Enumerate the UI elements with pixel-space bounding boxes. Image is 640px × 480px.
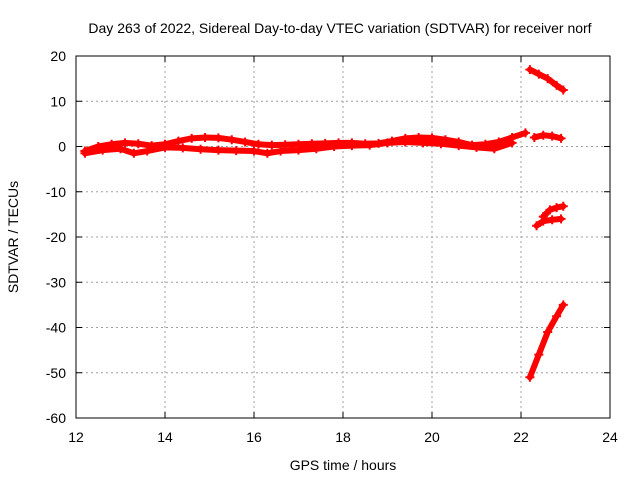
data-point xyxy=(556,133,566,143)
data-point xyxy=(294,145,303,155)
data-point xyxy=(253,139,263,149)
x-tick-label: 12 xyxy=(68,429,84,445)
data-point xyxy=(489,144,499,154)
data-point xyxy=(547,131,557,141)
data-point xyxy=(120,138,130,148)
x-axis-label: GPS time / hours xyxy=(290,457,397,473)
data-point xyxy=(538,216,548,226)
x-tick-label: 20 xyxy=(424,429,440,445)
data-point xyxy=(520,128,530,138)
data-point xyxy=(200,132,210,142)
data-point xyxy=(552,311,562,321)
data-point xyxy=(556,214,566,224)
data-point xyxy=(160,142,170,152)
data-point xyxy=(173,136,183,146)
data-point xyxy=(142,146,152,156)
data-point xyxy=(543,74,553,84)
x-tick-label: 22 xyxy=(513,429,529,445)
data-point xyxy=(552,203,562,213)
y-tick-label: -30 xyxy=(46,274,66,290)
data-point xyxy=(436,139,446,149)
data-point xyxy=(227,135,237,145)
series-trace xyxy=(526,66,567,93)
y-axis-label: SDTVAR / TECUs xyxy=(5,181,21,293)
data-point xyxy=(400,137,410,147)
data-point xyxy=(529,132,539,142)
data-point xyxy=(545,205,555,215)
data-point xyxy=(329,142,339,151)
grid xyxy=(76,56,610,418)
data-series xyxy=(532,214,566,231)
y-tick-label: -20 xyxy=(46,229,66,245)
data-point xyxy=(347,141,357,151)
y-tick-label: -40 xyxy=(46,320,66,336)
series-group xyxy=(80,65,568,382)
data-point xyxy=(280,140,290,150)
data-point xyxy=(365,140,375,150)
data-series xyxy=(538,201,568,222)
y-tick-label: 0 xyxy=(58,139,66,155)
data-point xyxy=(532,221,542,231)
data-point xyxy=(116,144,125,154)
data-point xyxy=(187,133,197,143)
data-point xyxy=(534,69,544,79)
data-point xyxy=(231,146,241,156)
x-tick-label: 24 xyxy=(602,429,618,445)
data-point xyxy=(534,350,544,360)
y-tick-label: 20 xyxy=(50,48,66,64)
data-series xyxy=(80,137,517,158)
data-point xyxy=(558,300,568,310)
data-point xyxy=(249,146,259,156)
data-point xyxy=(525,372,535,382)
data-series xyxy=(525,300,568,382)
data-point xyxy=(267,140,277,150)
data-point xyxy=(196,144,206,154)
x-tick-label: 14 xyxy=(157,429,173,445)
data-point xyxy=(98,145,108,155)
data-point xyxy=(133,139,143,149)
data-point xyxy=(543,327,553,337)
x-tick-label: 18 xyxy=(335,429,351,445)
data-point xyxy=(418,138,428,148)
data-point xyxy=(547,215,557,225)
series-trace xyxy=(81,129,529,155)
x-tick-label: 16 xyxy=(246,429,262,445)
data-point xyxy=(472,142,481,152)
data-series xyxy=(529,130,566,143)
data-point xyxy=(80,148,90,158)
data-point xyxy=(213,133,223,143)
data-point xyxy=(178,143,188,153)
data-point xyxy=(558,201,568,211)
chart-title: Day 263 of 2022, Sidereal Day-to-day VTE… xyxy=(88,20,591,36)
y-tick-label: -10 xyxy=(46,184,66,200)
data-point xyxy=(311,144,321,154)
y-tick-label: -60 xyxy=(46,410,66,426)
y-tick-label: -50 xyxy=(46,365,66,381)
y-tick-label: 10 xyxy=(50,93,66,109)
data-point xyxy=(525,65,535,75)
data-point xyxy=(129,148,139,158)
data-point xyxy=(276,146,286,156)
data-point xyxy=(552,80,562,90)
data-point xyxy=(454,141,464,151)
data-point xyxy=(213,145,223,155)
data-point xyxy=(507,138,517,148)
data-point xyxy=(538,130,548,140)
ticks: 12 14 16 18 20 22 24 -60 -50 -40 -30 -20 -10 0 10 20 xyxy=(46,48,618,445)
data-point xyxy=(262,148,272,158)
data-point xyxy=(558,85,568,95)
data-point xyxy=(240,137,250,147)
data-series xyxy=(525,65,568,95)
data-point xyxy=(383,138,392,148)
